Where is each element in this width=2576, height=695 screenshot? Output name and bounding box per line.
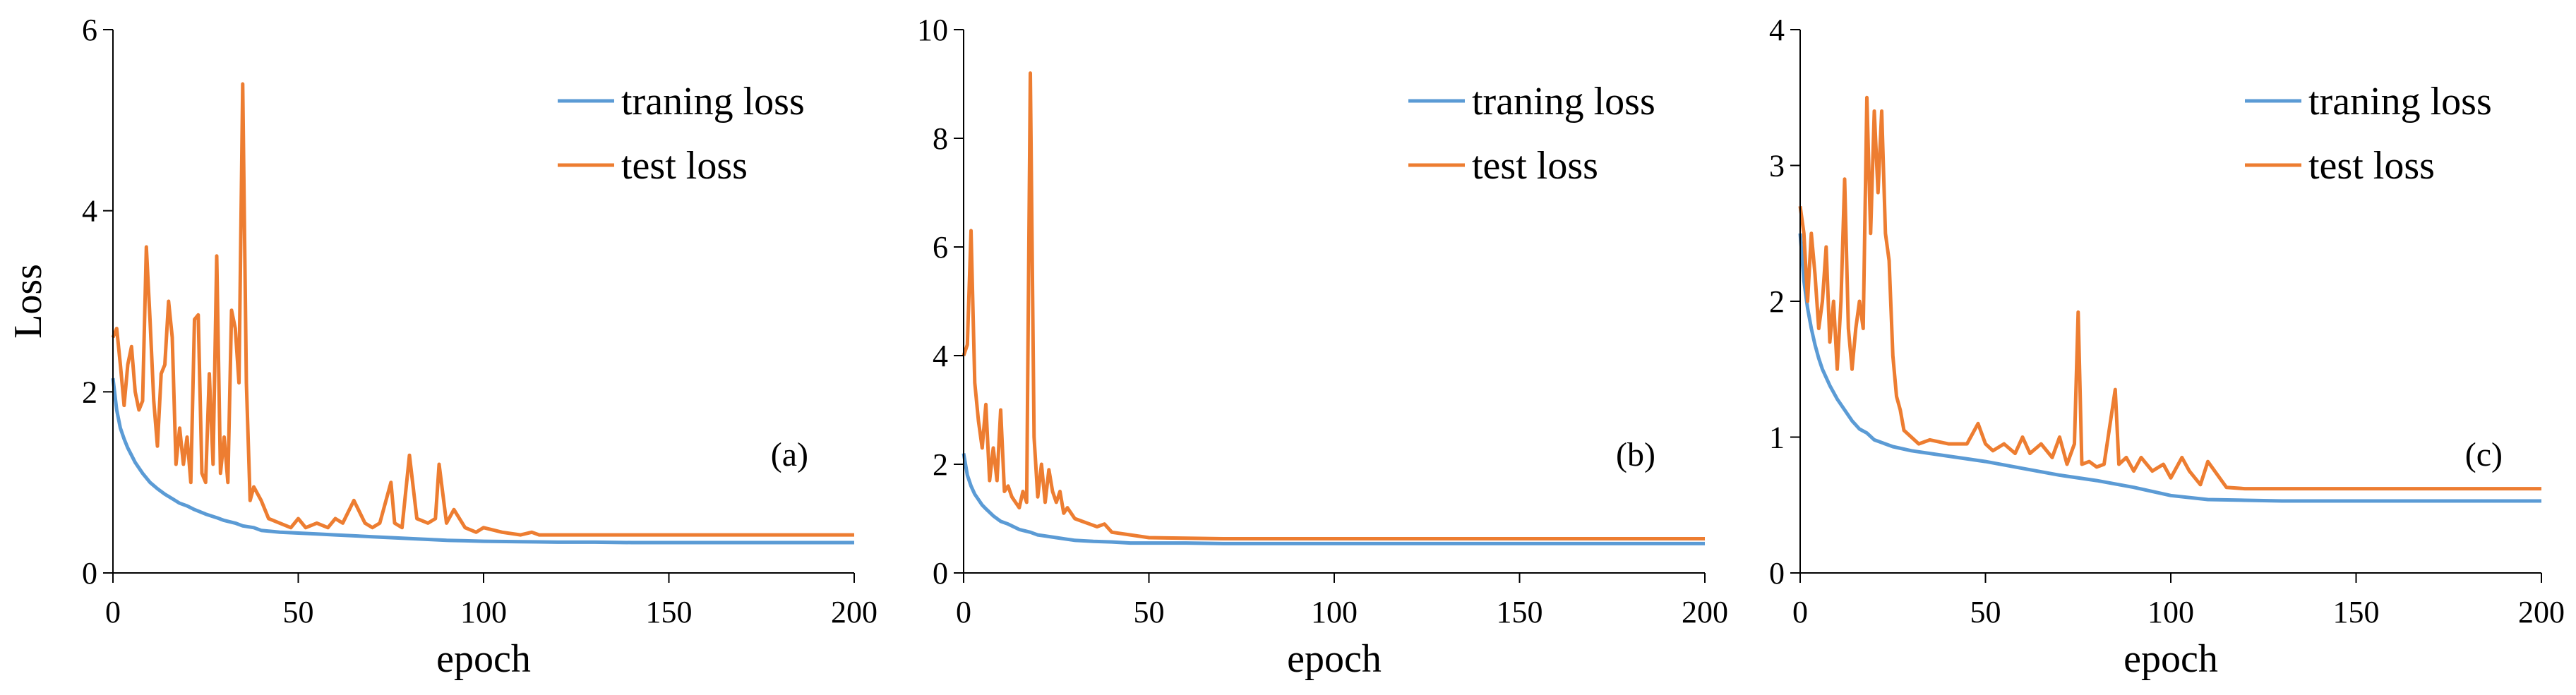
legend-label-training: traning loss (2308, 80, 2492, 123)
y-tick-label: 8 (933, 121, 948, 156)
y-tick-label: 3 (1769, 149, 1785, 183)
y-tick-label: 4 (933, 339, 948, 373)
test-loss-line (961, 71, 1705, 540)
panel-c: epoch (c) traning loss test loss 0 1 2 3 4 0 5… (1769, 13, 2565, 681)
y-tick-label: 0 (82, 556, 97, 591)
y-tick-label: 1 (1769, 421, 1785, 455)
y-tick-label: 2 (1769, 284, 1785, 319)
training-loss-line (961, 453, 1705, 545)
legend-label-training: traning loss (621, 80, 805, 123)
y-tick-label: 6 (933, 230, 948, 265)
y-axis-title: Loss (6, 264, 50, 339)
x-tick-label: 100 (1311, 595, 1358, 629)
panel-b: epoch (b) traning loss test loss 0 2 4 6 8 10… (917, 13, 1728, 681)
panel-a: Loss epoch (a) traning loss test loss 0 2… (6, 13, 877, 681)
x-axis-title: epoch (1287, 637, 1382, 681)
x-tick-label: 150 (646, 595, 693, 629)
x-tick-label: 200 (1682, 595, 1728, 629)
test-loss-line (111, 82, 854, 537)
legend-label-test: test loss (621, 144, 748, 188)
y-tick-label: 10 (917, 13, 948, 47)
y-tick-label: 4 (1769, 13, 1785, 47)
legend-label-test: test loss (1472, 144, 1598, 188)
y-tick-label: 0 (1769, 556, 1785, 591)
x-tick-label: 50 (1970, 595, 2001, 629)
legend-label-test: test loss (2308, 144, 2435, 188)
y-tick-label: 6 (82, 13, 97, 47)
panel-label: (b) (1616, 436, 1655, 473)
y-tick-label: 2 (933, 447, 948, 482)
x-tick-label: 0 (956, 595, 971, 629)
legend-label-training: traning loss (1472, 80, 1655, 123)
panel-label: (c) (2465, 436, 2503, 473)
training-loss-line (1798, 233, 2541, 503)
x-axis-title: epoch (2123, 637, 2218, 681)
x-tick-label: 100 (2147, 595, 2194, 629)
x-tick-label: 150 (2333, 595, 2380, 629)
y-tick-label: 0 (933, 556, 948, 591)
x-tick-label: 100 (460, 595, 507, 629)
x-tick-label: 0 (1792, 595, 1808, 629)
x-tick-label: 0 (105, 595, 121, 629)
panel-label: (a) (771, 436, 808, 473)
x-tick-label: 50 (1134, 595, 1165, 629)
training-loss-line (111, 377, 854, 545)
y-tick-label: 4 (82, 194, 97, 229)
x-tick-label: 150 (1497, 595, 1543, 629)
test-loss-line (1798, 95, 2541, 491)
y-tick-label: 2 (82, 375, 97, 409)
x-axis-title: epoch (436, 637, 531, 681)
x-tick-label: 200 (2518, 595, 2565, 629)
x-tick-label: 50 (283, 595, 314, 629)
x-tick-label: 200 (831, 595, 877, 629)
